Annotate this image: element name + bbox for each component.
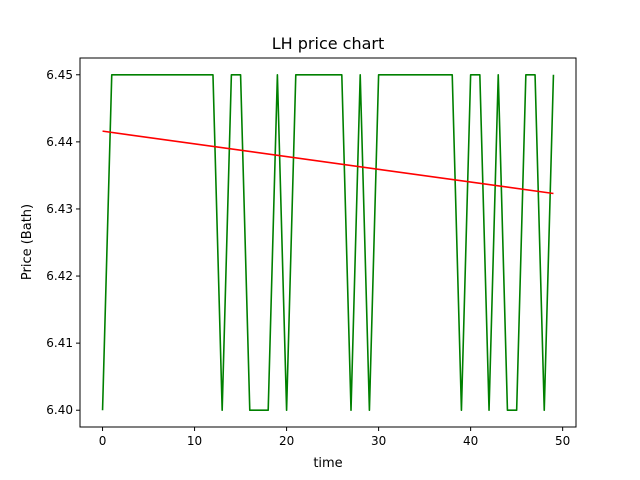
y-tick-label: 6.43 — [46, 202, 73, 216]
y-axis-label: Price (Bath) — [20, 204, 35, 280]
x-tick-label: 30 — [371, 434, 386, 448]
chart-title: LH price chart — [272, 34, 385, 53]
x-tick-label: 0 — [99, 434, 107, 448]
y-tick-label: 6.42 — [46, 269, 73, 283]
x-tick-label: 40 — [463, 434, 478, 448]
y-tick-label: 6.45 — [46, 68, 73, 82]
trend-line — [102, 130, 554, 195]
y-tick-label: 6.41 — [46, 336, 73, 350]
plot-area: 0 10 20 30 40 50 6.40 6.41 6.42 6.43 6.44 6.45 — [46, 68, 570, 448]
plot-frame — [79, 57, 577, 428]
y-tick-label: 6.40 — [46, 403, 73, 417]
price-line — [101, 73, 555, 412]
x-axis-label: time — [313, 456, 342, 471]
x-tick-label: 20 — [279, 434, 294, 448]
x-tick-label: 50 — [555, 434, 570, 448]
x-tick-label: 10 — [187, 434, 202, 448]
y-tick-label: 6.44 — [46, 135, 73, 149]
